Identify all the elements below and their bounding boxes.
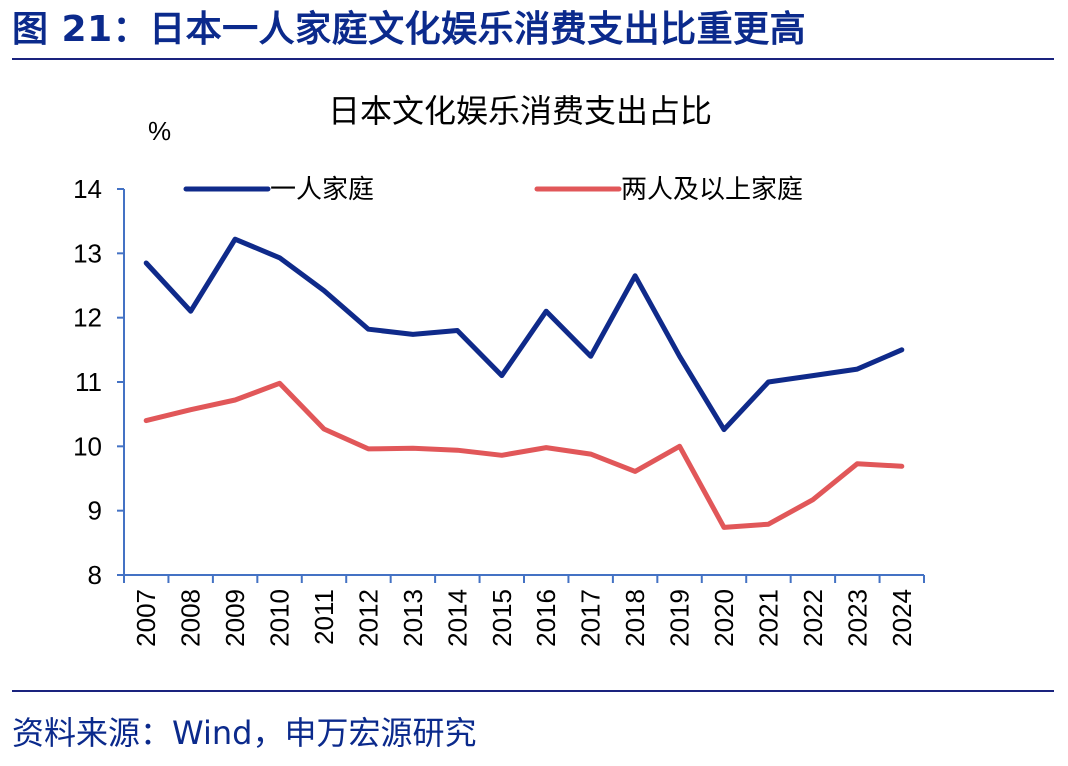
figure-title-colon: ： — [112, 9, 150, 50]
x-tick-label: 2012 — [353, 589, 383, 647]
y-tick-label: 12 — [73, 303, 102, 333]
x-tick-label: 2017 — [576, 589, 606, 647]
chart-legend: 一人家庭 两人及以上家庭 — [183, 175, 803, 205]
y-tick-label: 9 — [88, 496, 102, 526]
top-divider — [12, 58, 1054, 60]
x-tick-label: 2011 — [309, 589, 339, 645]
x-tick-label: 2015 — [487, 589, 517, 647]
x-tick-label: 2022 — [798, 589, 828, 647]
x-tick-label: 2020 — [709, 589, 739, 647]
legend-label: 两人及以上家庭 — [621, 175, 803, 205]
series-line-1 — [143, 236, 905, 433]
source-note: 资料来源：Wind，申万宏源研究 — [12, 710, 476, 756]
chart-title: 日本文化娱乐消费支出占比 — [328, 92, 712, 130]
y-tick-label: 10 — [73, 431, 102, 461]
legend-label: 一人家庭 — [270, 175, 374, 205]
x-tick-label: 2016 — [531, 589, 561, 647]
figure-title-text: 日本一人家庭文化娱乐消费支出比重更高 — [149, 9, 807, 50]
source-text: Wind，申万宏源研究 — [172, 714, 477, 752]
y-tick-label: 14 — [73, 174, 102, 204]
x-tick-label: 2007 — [131, 589, 161, 647]
series-line-2 — [143, 380, 905, 530]
x-tick-label: 2019 — [665, 589, 695, 647]
y-axis-ticks: 8 9 10 11 12 13 14 — [73, 174, 124, 590]
x-tick-label: 2010 — [265, 589, 295, 647]
source-colon: ： — [140, 714, 173, 752]
x-tick-label: 2008 — [176, 589, 206, 647]
x-tick-label: 2018 — [620, 589, 650, 647]
x-tick-label: 2013 — [398, 589, 428, 647]
chart-series — [143, 236, 905, 530]
x-tick-label: 2009 — [220, 589, 250, 647]
x-tick-label: 2023 — [842, 589, 872, 647]
y-tick-label: 13 — [73, 238, 102, 268]
chart-axes — [123, 189, 924, 576]
x-axis-ticks: 2007 2008 2009 2010 2011 2012 2013 2014 2015 2016… — [123, 575, 925, 647]
y-tick-label: 11 — [75, 367, 102, 397]
x-tick-label: 2014 — [442, 589, 472, 647]
bottom-divider — [12, 690, 1054, 692]
line-chart: 日本文化娱乐消费支出占比 % 8 9 10 11 12 13 14 2007 2008 2009… — [73, 92, 925, 647]
y-tick-label: 8 — [88, 560, 102, 590]
y-axis-unit-label: % — [148, 116, 171, 146]
figure-title: 图 21：日本一人家庭文化娱乐消费支出比重更高 — [12, 6, 806, 54]
x-tick-label: 2021 — [753, 589, 783, 647]
source-label: 资料来源 — [12, 714, 141, 752]
figure-number: 图 21 — [12, 9, 113, 50]
x-tick-label: 2024 — [887, 589, 917, 647]
